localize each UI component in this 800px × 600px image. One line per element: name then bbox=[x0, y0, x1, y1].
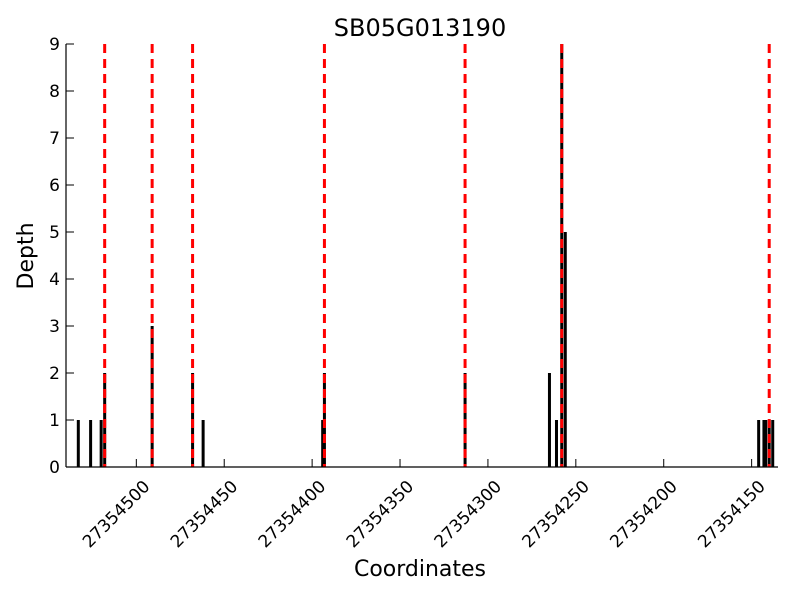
depth-bar bbox=[201, 420, 205, 467]
depth-bar bbox=[771, 420, 775, 467]
depth-bar bbox=[321, 420, 325, 467]
x-tick-label: 27354250 bbox=[519, 477, 594, 552]
x-tick-label: 27354400 bbox=[255, 477, 330, 552]
y-tick-label: 0 bbox=[49, 458, 60, 478]
y-tick-label: 1 bbox=[49, 411, 60, 431]
depth-bar bbox=[764, 420, 768, 467]
y-tick-label: 2 bbox=[49, 364, 60, 384]
axes-layer bbox=[65, 44, 778, 468]
y-tick-label: 5 bbox=[49, 223, 60, 243]
y-tick-label: 6 bbox=[49, 176, 60, 196]
depth-bar bbox=[563, 232, 567, 467]
depth-bar bbox=[99, 420, 103, 467]
depth-bar bbox=[554, 420, 558, 467]
x-tick-label: 27354500 bbox=[79, 477, 154, 552]
bars-layer bbox=[76, 44, 775, 467]
depth-bar bbox=[76, 420, 80, 467]
y-tick-label: 8 bbox=[49, 82, 60, 102]
depth-bar bbox=[762, 420, 766, 467]
depth-bar bbox=[547, 373, 551, 467]
x-axis-title: Coordinates bbox=[354, 557, 486, 582]
x-tick-label: 27354450 bbox=[167, 477, 242, 552]
y-tick-label: 7 bbox=[49, 129, 60, 149]
x-tick-label: 27354300 bbox=[431, 477, 506, 552]
depth-bar bbox=[767, 420, 771, 467]
y-axis-title: Depth bbox=[14, 222, 39, 289]
chart-title: SB05G013190 bbox=[334, 14, 506, 42]
y-tick-label: 4 bbox=[49, 270, 60, 290]
depth-bar bbox=[757, 420, 761, 467]
x-tick-label: 27354200 bbox=[606, 477, 681, 552]
depth-bar bbox=[89, 420, 93, 467]
x-tick-label: 27354150 bbox=[694, 477, 769, 552]
markers-layer bbox=[103, 44, 771, 467]
x-tick-label: 27354350 bbox=[343, 477, 418, 552]
y-tick-label: 3 bbox=[49, 317, 60, 337]
y-tick-label: 9 bbox=[49, 35, 60, 55]
